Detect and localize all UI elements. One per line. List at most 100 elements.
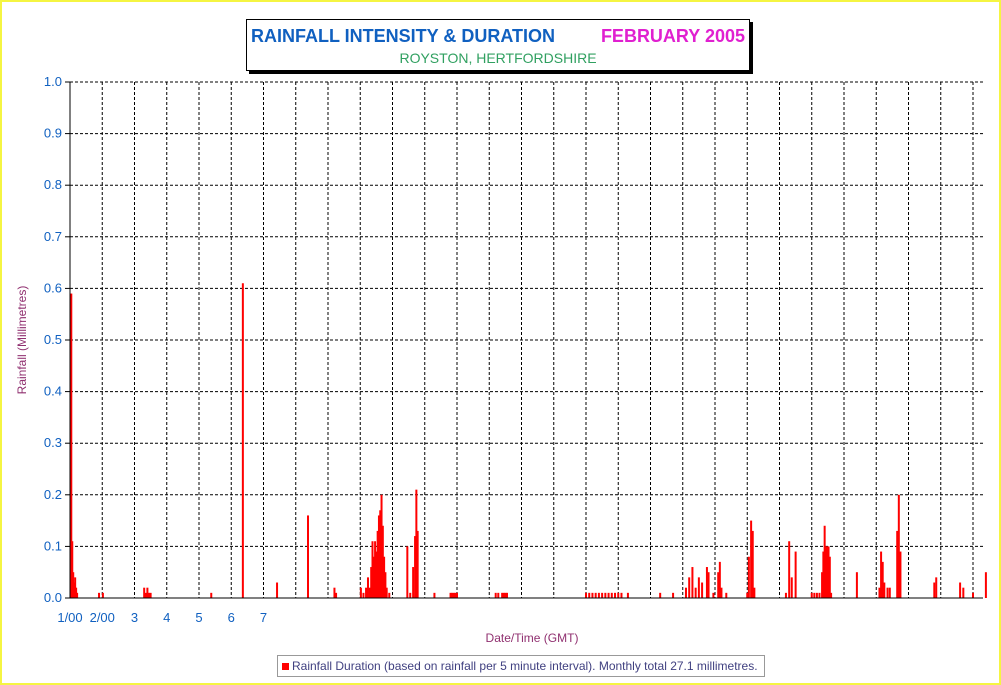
chart-subtitle: ROYSTON, HERTFORDSHIRE bbox=[399, 50, 597, 66]
rain-bar bbox=[746, 592, 749, 598]
rain-bar bbox=[241, 283, 244, 598]
rain-bar bbox=[143, 587, 146, 598]
y-tick-label: 0.5 bbox=[44, 332, 62, 347]
rain-bar bbox=[71, 541, 74, 598]
rain-bar bbox=[146, 587, 149, 598]
rain-bar bbox=[377, 515, 380, 598]
rain-bar bbox=[610, 592, 613, 598]
rain-bar bbox=[585, 592, 587, 598]
rain-bar bbox=[826, 546, 829, 598]
y-tick-label: 0.9 bbox=[44, 126, 62, 141]
rain-bar bbox=[717, 572, 720, 598]
rain-bar bbox=[855, 572, 858, 598]
rain-bar bbox=[412, 567, 415, 598]
rain-bar bbox=[712, 592, 715, 598]
rain-bar bbox=[379, 510, 382, 598]
x-tick-label: 1/00 bbox=[57, 610, 82, 625]
rain-bar bbox=[830, 592, 833, 598]
rain-bar bbox=[497, 592, 500, 598]
rain-bar bbox=[718, 561, 721, 598]
rain-bar bbox=[880, 551, 883, 598]
rain-bar bbox=[751, 530, 754, 598]
rain-bar bbox=[149, 592, 152, 598]
y-tick-label: 0.3 bbox=[44, 435, 62, 450]
rain-bar bbox=[601, 592, 604, 598]
rain-bar bbox=[406, 546, 409, 598]
rain-bar bbox=[899, 551, 902, 598]
rain-bar bbox=[368, 587, 371, 598]
rain-bar bbox=[824, 546, 827, 598]
rain-bar bbox=[144, 592, 147, 598]
rain-bar bbox=[888, 587, 891, 598]
x-tick-label: 2/00 bbox=[90, 610, 115, 625]
rain-bar bbox=[502, 592, 505, 598]
chart-title: RAINFALL INTENSITY & DURATION bbox=[251, 26, 556, 46]
rain-bar bbox=[375, 551, 378, 598]
rain-bar bbox=[672, 592, 675, 598]
rain-bar bbox=[626, 592, 629, 598]
y-tick-label: 0.8 bbox=[44, 177, 62, 192]
rain-bar bbox=[790, 577, 793, 598]
rain-bar bbox=[617, 592, 620, 598]
rain-bar bbox=[620, 592, 623, 598]
rain-bar bbox=[697, 577, 700, 598]
rain-bar bbox=[98, 592, 101, 598]
chart-title-box: RAINFALL INTENSITY & DURATION FEBRUARY 2… bbox=[246, 19, 750, 71]
rain-bar bbox=[813, 592, 816, 598]
rain-bar bbox=[148, 592, 151, 598]
rain-bar bbox=[594, 592, 597, 598]
x-tick-label: 5 bbox=[195, 610, 202, 625]
rain-bar bbox=[385, 587, 388, 598]
rain-bar bbox=[959, 582, 962, 598]
chart-title-month: FEBRUARY 2005 bbox=[600, 26, 745, 46]
rain-bar bbox=[362, 592, 365, 598]
rain-bar bbox=[784, 592, 787, 598]
rain-bar bbox=[815, 592, 818, 598]
rain-bar bbox=[788, 541, 791, 598]
y-tick-label: 1.0 bbox=[44, 74, 62, 89]
y-tick-label: 0.6 bbox=[44, 280, 62, 295]
rain-bar bbox=[878, 587, 881, 598]
rain-bar bbox=[818, 592, 821, 598]
rain-bar bbox=[505, 592, 508, 598]
rain-bar bbox=[276, 582, 279, 598]
rain-bar bbox=[883, 582, 886, 598]
rain-bar bbox=[433, 592, 436, 598]
rain-bar bbox=[588, 592, 591, 598]
x-tick-label: 7 bbox=[260, 610, 267, 625]
rain-bar bbox=[827, 546, 830, 598]
x-tick-label: 6 bbox=[228, 610, 235, 625]
rain-bar bbox=[504, 592, 507, 598]
rain-bar bbox=[452, 592, 455, 598]
rain-bar bbox=[607, 592, 610, 598]
rain-bar bbox=[688, 577, 691, 598]
legend-swatch bbox=[282, 663, 289, 670]
rain-bar bbox=[886, 587, 889, 598]
rain-bar bbox=[810, 592, 813, 598]
rain-bar bbox=[896, 530, 899, 598]
rain-bar bbox=[794, 551, 797, 598]
rain-bar bbox=[747, 556, 750, 598]
rain-bar bbox=[359, 587, 362, 598]
rain-bar bbox=[591, 592, 594, 598]
rain-bar bbox=[821, 572, 824, 598]
rain-bar bbox=[694, 587, 697, 598]
rain-bar bbox=[614, 592, 617, 598]
rain-bar bbox=[76, 592, 79, 598]
rain-bar bbox=[384, 572, 387, 598]
rain-bar bbox=[972, 592, 974, 598]
rain-bar bbox=[372, 556, 375, 598]
rain-bar bbox=[380, 494, 383, 598]
rain-bar bbox=[333, 587, 336, 598]
rain-bar bbox=[210, 592, 213, 598]
rain-bar bbox=[501, 592, 504, 598]
rain-bar bbox=[370, 567, 373, 598]
rain-bar bbox=[451, 592, 454, 598]
y-tick-label: 0.1 bbox=[44, 538, 62, 553]
rain-bar bbox=[822, 551, 825, 598]
rain-bar bbox=[415, 489, 418, 598]
rain-bar bbox=[705, 567, 708, 598]
y-tick-label: 0.2 bbox=[44, 487, 62, 502]
rain-bar bbox=[701, 582, 704, 598]
